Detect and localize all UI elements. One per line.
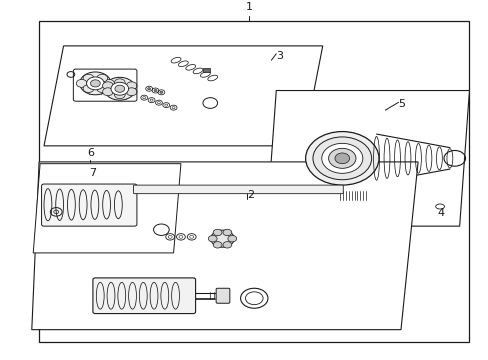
Circle shape xyxy=(80,72,111,95)
Ellipse shape xyxy=(83,74,94,82)
Text: 5: 5 xyxy=(398,99,405,109)
Text: 6: 6 xyxy=(87,148,94,158)
Bar xyxy=(39,21,468,342)
Ellipse shape xyxy=(97,85,107,93)
Text: 7: 7 xyxy=(89,168,96,178)
Ellipse shape xyxy=(97,74,107,82)
Ellipse shape xyxy=(102,82,113,90)
Circle shape xyxy=(111,82,128,95)
Text: 2: 2 xyxy=(246,190,254,200)
FancyBboxPatch shape xyxy=(41,184,137,226)
Circle shape xyxy=(321,143,362,173)
FancyBboxPatch shape xyxy=(93,278,195,314)
Ellipse shape xyxy=(114,79,125,87)
Circle shape xyxy=(223,242,231,248)
FancyBboxPatch shape xyxy=(133,185,343,194)
Circle shape xyxy=(328,148,355,168)
Circle shape xyxy=(90,80,100,87)
Text: 1: 1 xyxy=(245,2,252,12)
Circle shape xyxy=(104,77,135,100)
FancyBboxPatch shape xyxy=(216,288,229,303)
Bar xyxy=(203,68,210,72)
Ellipse shape xyxy=(83,85,94,93)
Circle shape xyxy=(160,91,163,93)
Circle shape xyxy=(227,235,236,242)
Circle shape xyxy=(147,88,150,90)
Circle shape xyxy=(208,235,217,242)
Circle shape xyxy=(210,230,234,247)
Circle shape xyxy=(223,229,231,236)
Text: 4: 4 xyxy=(437,208,444,218)
Circle shape xyxy=(213,242,222,248)
Ellipse shape xyxy=(114,91,125,99)
Circle shape xyxy=(115,85,124,92)
Polygon shape xyxy=(33,164,181,253)
Circle shape xyxy=(312,137,371,180)
Ellipse shape xyxy=(126,88,137,96)
Polygon shape xyxy=(44,46,322,146)
Ellipse shape xyxy=(102,88,113,96)
Polygon shape xyxy=(266,90,468,226)
Circle shape xyxy=(154,89,157,91)
Circle shape xyxy=(213,229,222,236)
Circle shape xyxy=(86,77,104,90)
Text: 3: 3 xyxy=(276,51,283,61)
Ellipse shape xyxy=(103,80,114,87)
Circle shape xyxy=(305,131,378,185)
Polygon shape xyxy=(32,162,417,330)
Ellipse shape xyxy=(126,82,137,90)
Circle shape xyxy=(334,153,349,164)
Ellipse shape xyxy=(76,80,87,87)
